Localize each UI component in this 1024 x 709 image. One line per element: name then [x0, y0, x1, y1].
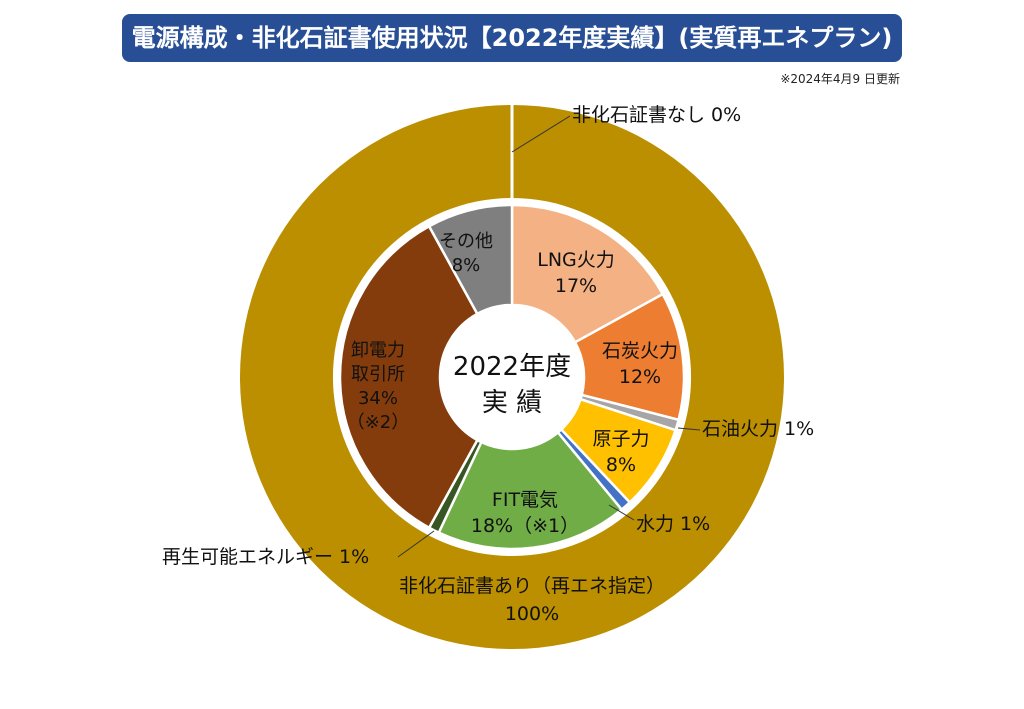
label-renewable: 再生可能エネルギー 1%	[162, 546, 369, 568]
label-lng: LNG火力 17%	[537, 249, 615, 297]
label-with_cert: 非化石証書あり（再エネ指定） 100%	[399, 575, 665, 625]
leader-line-renewable	[397, 530, 435, 558]
label-oil: 石油火力 1%	[702, 418, 814, 440]
label-fit: FIT電気 18%（※1）	[471, 489, 579, 537]
update-date-note: ※2024年4月9 日更新	[780, 72, 900, 86]
inner-slice-lng	[510, 203, 664, 344]
label-without_cert: 非化石証書なし 0%	[572, 104, 741, 126]
label-hydro: 水力 1%	[636, 513, 710, 535]
leader-line-without_cert	[511, 115, 571, 153]
inner-slice-other	[427, 203, 514, 316]
label-coal: 石炭火力 12%	[602, 340, 678, 388]
label-jepx: 卸電力取引所 34%（※2）	[347, 340, 410, 433]
chart-title: 電源構成・非化石証書使用状況【2022年度実績】(実質再エネプラン)	[122, 14, 902, 62]
leader-line-hydro	[608, 504, 635, 521]
outer-slice-with_cert	[240, 105, 784, 649]
center-label-year: 2022年度	[453, 352, 571, 382]
label-nuclear: 原子力 8%	[592, 428, 649, 476]
inner-slice-fit	[437, 431, 623, 551]
label-other: その他 8%	[439, 231, 493, 276]
inner-slice-jepx	[338, 225, 479, 529]
center-label-result: 実 績	[482, 388, 542, 418]
leader-line-oil	[677, 427, 701, 431]
